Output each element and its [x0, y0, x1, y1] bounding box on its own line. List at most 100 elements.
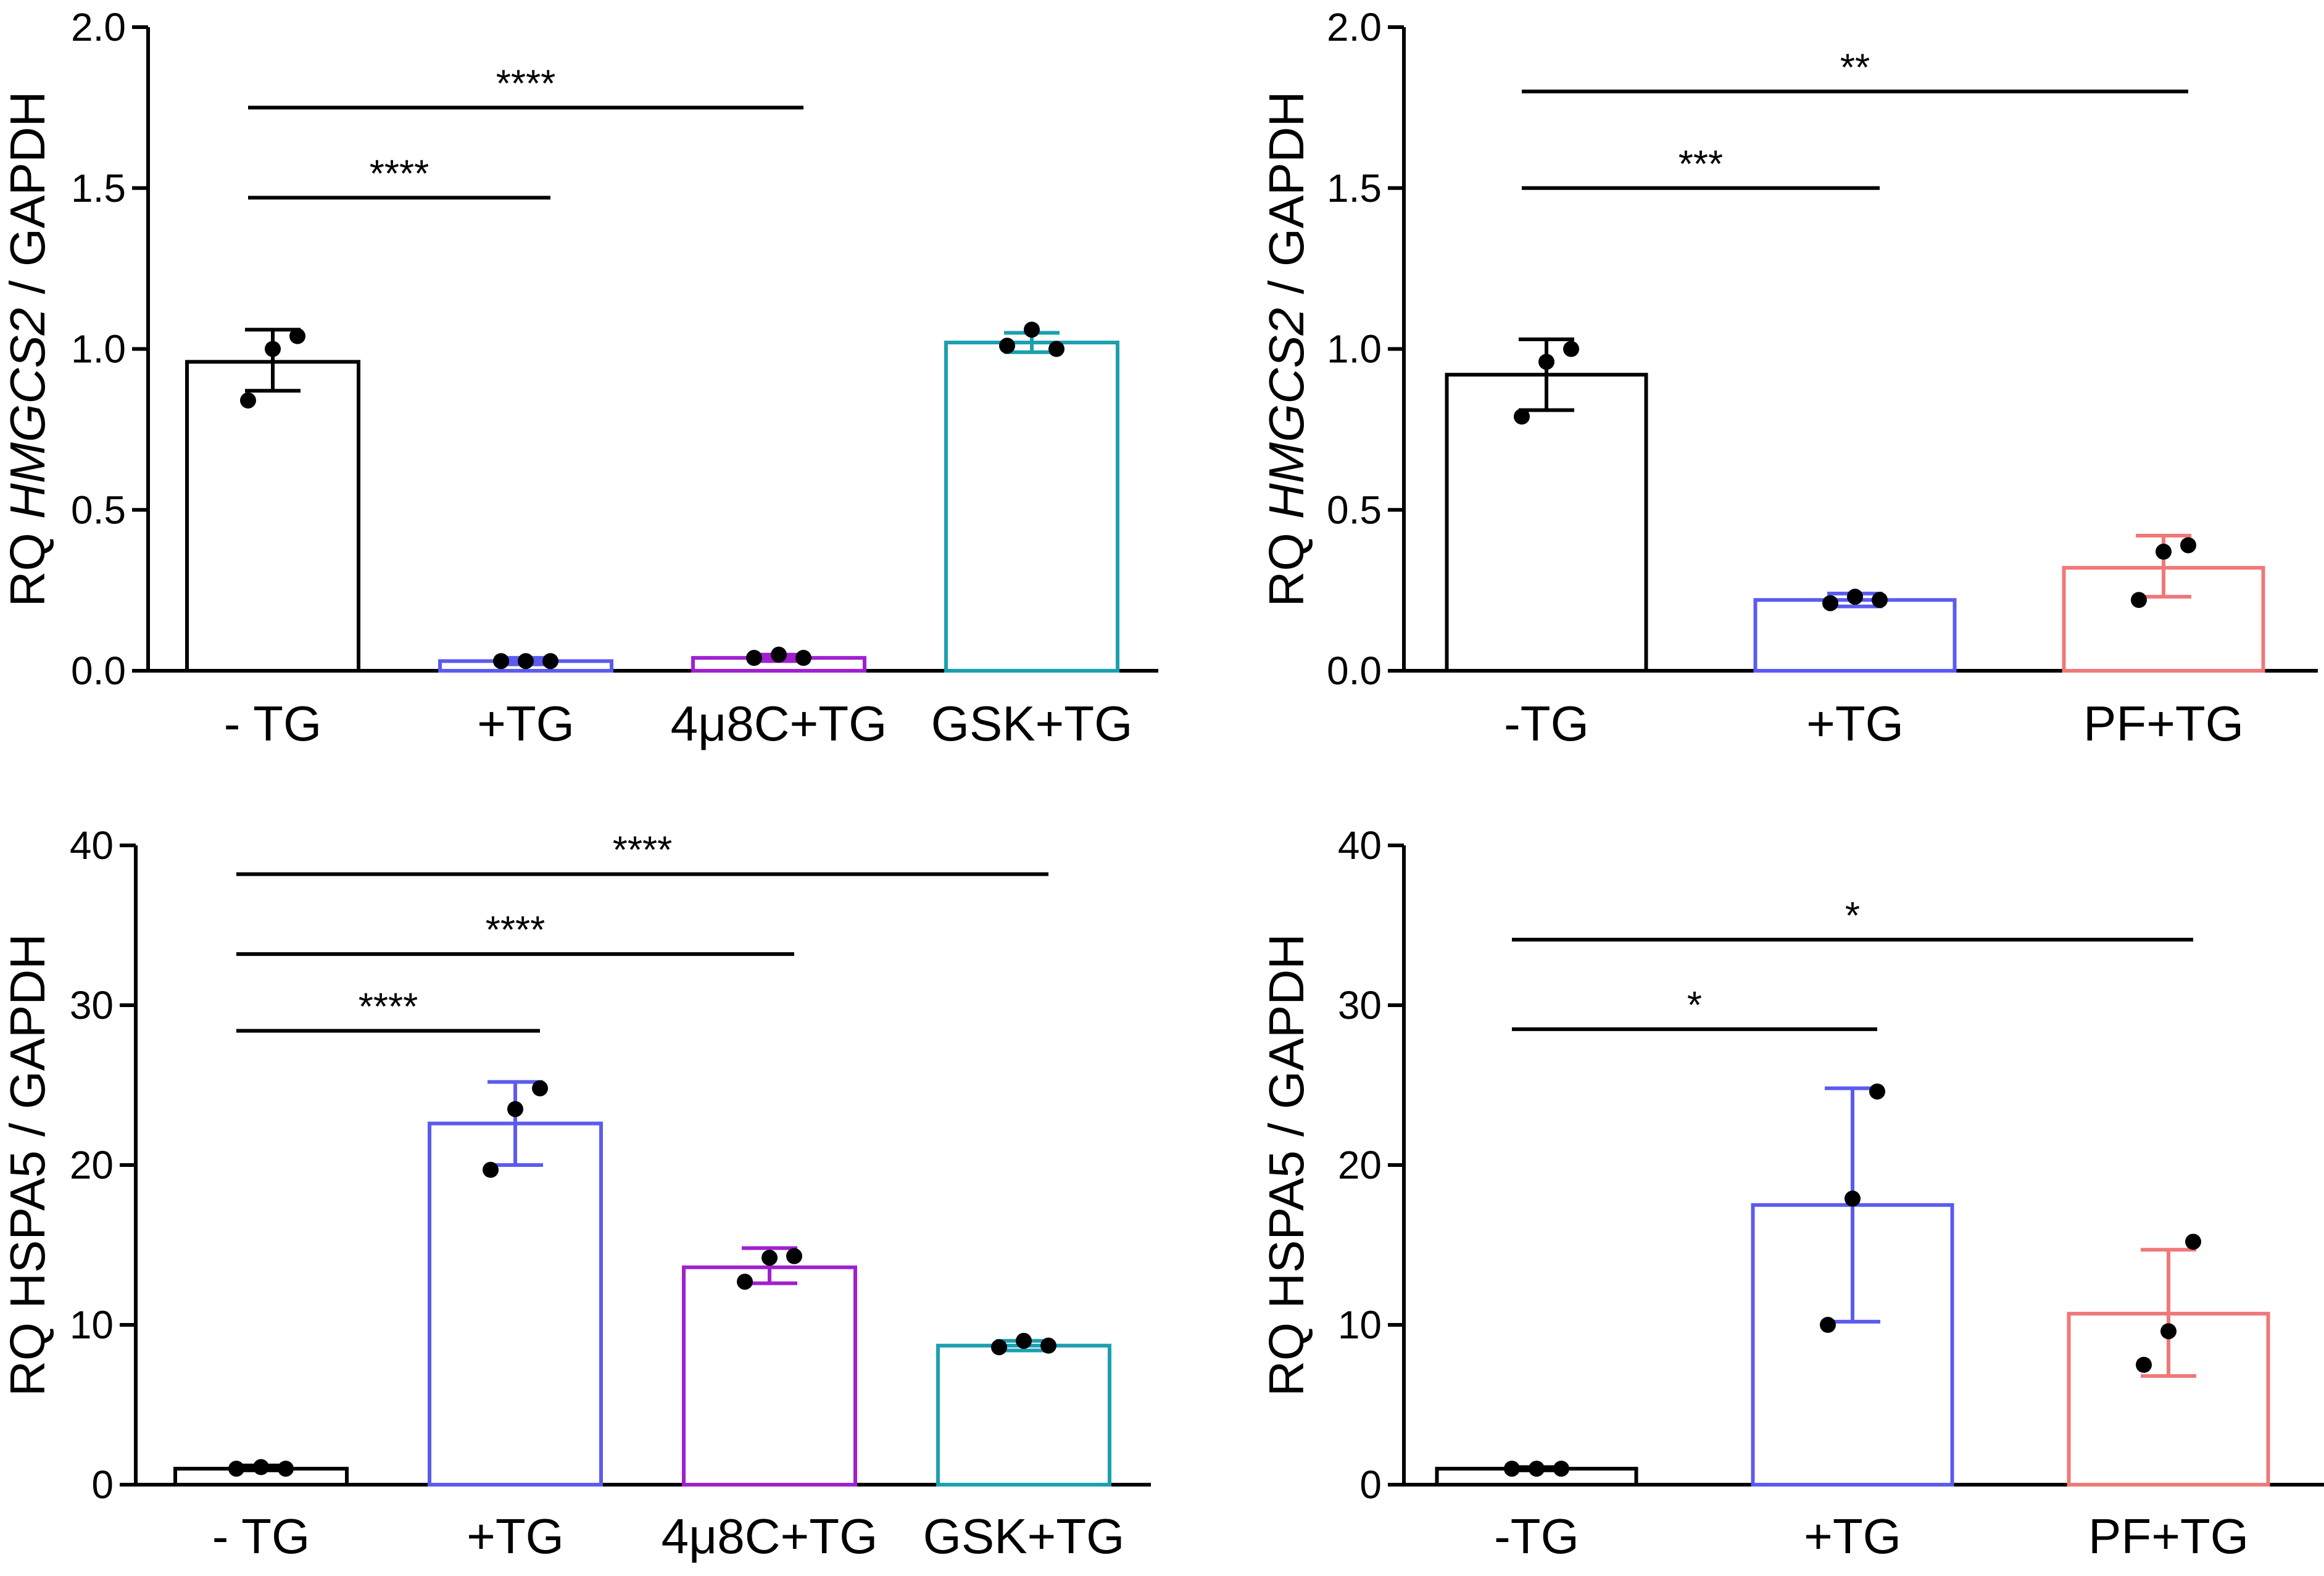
data-point [737, 1274, 753, 1290]
data-point [746, 650, 762, 666]
data-point [1538, 354, 1554, 370]
data-point [228, 1461, 244, 1477]
significance-label: * [1845, 895, 1860, 937]
data-point [771, 646, 787, 663]
significance-label: **** [359, 985, 418, 1028]
data-point [2160, 1323, 2177, 1340]
y-tick-label: 1.5 [71, 166, 126, 210]
data-point [493, 653, 509, 670]
y-tick-label: 0.0 [71, 649, 126, 693]
data-point [278, 1461, 294, 1477]
significance-label: **** [613, 829, 673, 872]
y-axis-label-prefix: RQ [0, 519, 55, 607]
bar [428, 1121, 603, 1487]
data-point [518, 653, 534, 670]
category-label: GSK+TG [923, 1509, 1125, 1564]
category-label: - TG [224, 696, 322, 751]
y-axis-label-suffix: / GAPDH [0, 934, 55, 1150]
category-label: PF+TG [2083, 696, 2244, 751]
category-label: +TG [477, 696, 575, 751]
data-point [483, 1161, 499, 1178]
y-tick-label: 0 [91, 1462, 114, 1507]
data-point [1504, 1461, 1520, 1477]
y-tick-label: 1.0 [71, 327, 126, 371]
y-tick-label: 40 [1338, 823, 1382, 868]
y-tick-label: 20 [1338, 1143, 1382, 1187]
y-tick-label: 0.5 [1327, 487, 1382, 532]
y-tick-label: 0 [1359, 1462, 1382, 1507]
data-point [762, 1250, 778, 1266]
significance-label: **** [486, 909, 546, 952]
data-point [2136, 1356, 2152, 1373]
data-point [542, 653, 558, 670]
y-tick-label: 20 [70, 1143, 114, 1187]
y-axis-label-gene: HSPA5 [1259, 1150, 1314, 1308]
y-axis-label-gene: HMGCS2 [1259, 308, 1314, 519]
data-point [1040, 1337, 1056, 1354]
category-label: GSK+TG [931, 696, 1133, 751]
data-point [1847, 589, 1863, 605]
data-point [2156, 544, 2172, 560]
y-axis-label-suffix: / GAPDH [1259, 91, 1314, 308]
y-tick-label: 30 [1338, 983, 1382, 1027]
data-point [265, 341, 281, 357]
significance-label: *** [1679, 143, 1723, 186]
panel-hspa5-ire1-inhibitors: 0 10 20 30 40 RQ HSPA5 / GAPDH - TG +TG 4μ8C+TG G… [0, 823, 1151, 1564]
category-label: PF+TG [2088, 1509, 2249, 1564]
data-point [289, 328, 305, 344]
y-axis-label-gene: HSPA5 [0, 1150, 55, 1308]
y-axis-label-prefix: RQ [0, 1309, 55, 1396]
data-point [1553, 1461, 1569, 1477]
y-tick-label: 10 [1338, 1303, 1382, 1347]
data-point [2180, 537, 2196, 554]
category-label: -TG [1504, 696, 1589, 751]
panel-hspa5-perk-inhibitor: 0 10 20 30 40 RQ HSPA5 / GAPDH -TG +TG PF+TG * * [1259, 823, 2324, 1564]
y-tick-label: 2.0 [71, 5, 126, 49]
category-label: -TG [1494, 1509, 1579, 1564]
data-point [1869, 1083, 1885, 1100]
significance-label: ** [1840, 46, 1870, 89]
category-label: - TG [212, 1509, 310, 1564]
significance-label: * [1687, 984, 1702, 1027]
data-point [786, 1248, 802, 1264]
data-point [1514, 409, 1530, 425]
y-tick-label: 0.5 [71, 487, 126, 532]
data-point [507, 1101, 523, 1118]
y-tick-label: 0.0 [1327, 649, 1382, 693]
data-point [1529, 1461, 1545, 1477]
data-point [1820, 1317, 1836, 1333]
significance-label: **** [496, 62, 556, 105]
significance-label: **** [370, 152, 430, 195]
data-point [1563, 341, 1579, 357]
data-point [1845, 1190, 1861, 1207]
data-point [1048, 341, 1064, 357]
category-label: 4μ8C+TG [662, 1509, 878, 1564]
category-label: +TG [1804, 1509, 1901, 1564]
data-point [240, 392, 256, 409]
data-point [532, 1080, 548, 1097]
y-axis-label: RQ HSPA5 / GAPDH [0, 934, 55, 1396]
category-label: 4μ8C+TG [671, 696, 887, 751]
y-axis-label-suffix: / GAPDH [1259, 934, 1314, 1150]
y-tick-label: 40 [70, 823, 114, 868]
y-axis-label: RQ HMGCS2 / GAPDH [0, 91, 55, 607]
data-point [999, 338, 1015, 354]
data-point [795, 650, 811, 666]
panel-hmgcs2-perk-inhibitor: 0.0 0.5 1.0 1.5 2.0 RQ HMGCS2 / GAPDH -TG +TG PF… [1259, 5, 2318, 751]
y-tick-label: 10 [70, 1303, 114, 1347]
y-axis-label-prefix: RQ [1259, 1309, 1314, 1396]
data-point [253, 1459, 269, 1475]
data-point [1872, 592, 1888, 608]
y-axis-label-prefix: RQ [1259, 519, 1314, 607]
data-point [1024, 321, 1040, 338]
data-point [991, 1339, 1007, 1356]
bar [682, 1265, 857, 1487]
data-point [2131, 592, 2147, 608]
y-axis-label-gene: HMGCS2 [0, 308, 55, 519]
y-axis-label-suffix: / GAPDH [0, 91, 55, 308]
y-tick-label: 1.0 [1327, 327, 1382, 371]
y-tick-label: 2.0 [1327, 5, 1382, 49]
bar [936, 1343, 1111, 1487]
data-point [1016, 1332, 1032, 1349]
data-point [2185, 1234, 2201, 1250]
